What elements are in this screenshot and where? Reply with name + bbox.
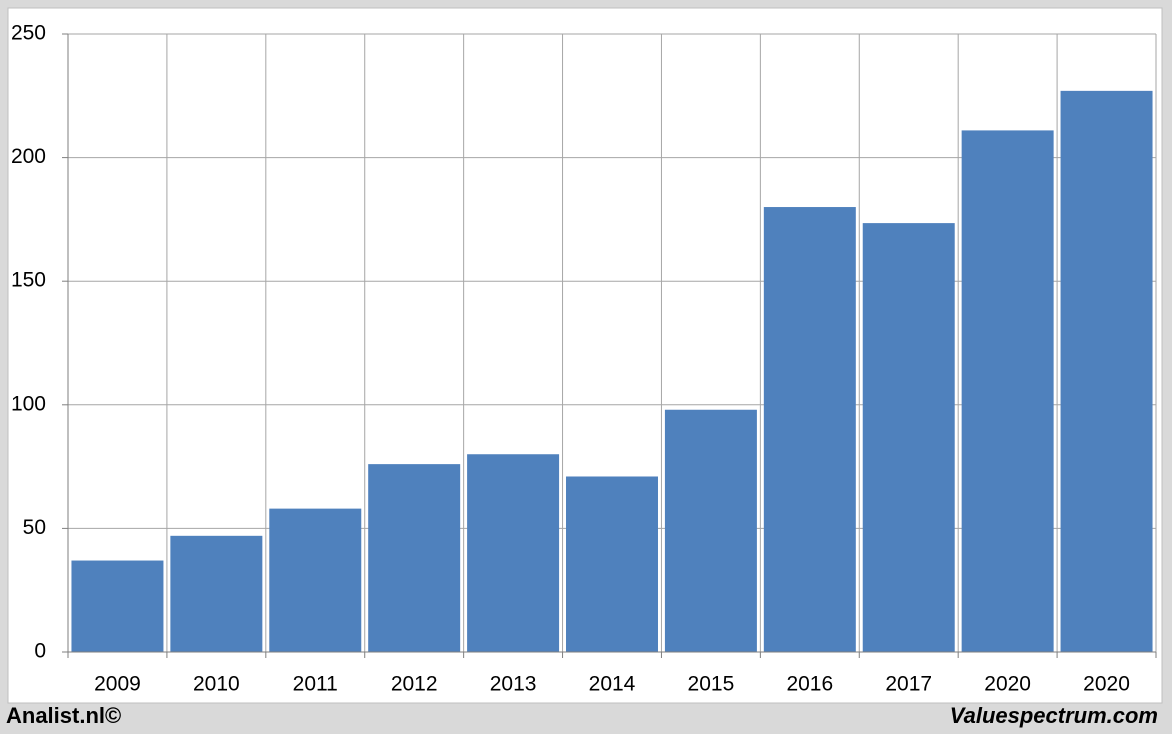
y-tick-label: 0 (34, 640, 46, 663)
bar (862, 223, 955, 652)
y-tick-label: 50 (23, 516, 46, 539)
x-tick-label: 2017 (885, 673, 932, 696)
y-tick-label: 250 (11, 22, 46, 45)
bar (566, 476, 658, 652)
x-tick-label: 2016 (786, 673, 833, 696)
bar (368, 464, 461, 652)
x-tick-label: 2015 (688, 673, 735, 696)
bar (170, 535, 263, 652)
x-tick-label: 2012 (391, 673, 438, 696)
bar (71, 560, 164, 652)
footer-right: Valuespectrum.com (950, 703, 1158, 728)
x-tick-label: 2020 (984, 673, 1031, 696)
y-tick-label: 150 (11, 269, 46, 292)
bar (763, 207, 856, 653)
bar (961, 130, 1054, 652)
x-tick-label: 2013 (490, 673, 537, 696)
x-tick-label: 2010 (193, 673, 240, 696)
x-tick-label: 2014 (589, 673, 636, 696)
bar (467, 454, 560, 652)
bar (664, 409, 757, 652)
x-tick-label: 2020 (1083, 673, 1130, 696)
bar (269, 508, 362, 652)
x-tick-label: 2011 (293, 673, 338, 696)
x-tick-label: 2009 (94, 673, 141, 696)
y-tick-label: 100 (11, 392, 46, 415)
bar (1060, 90, 1153, 652)
footer-left: Analist.nl© (6, 703, 121, 728)
y-tick-label: 200 (11, 145, 46, 168)
